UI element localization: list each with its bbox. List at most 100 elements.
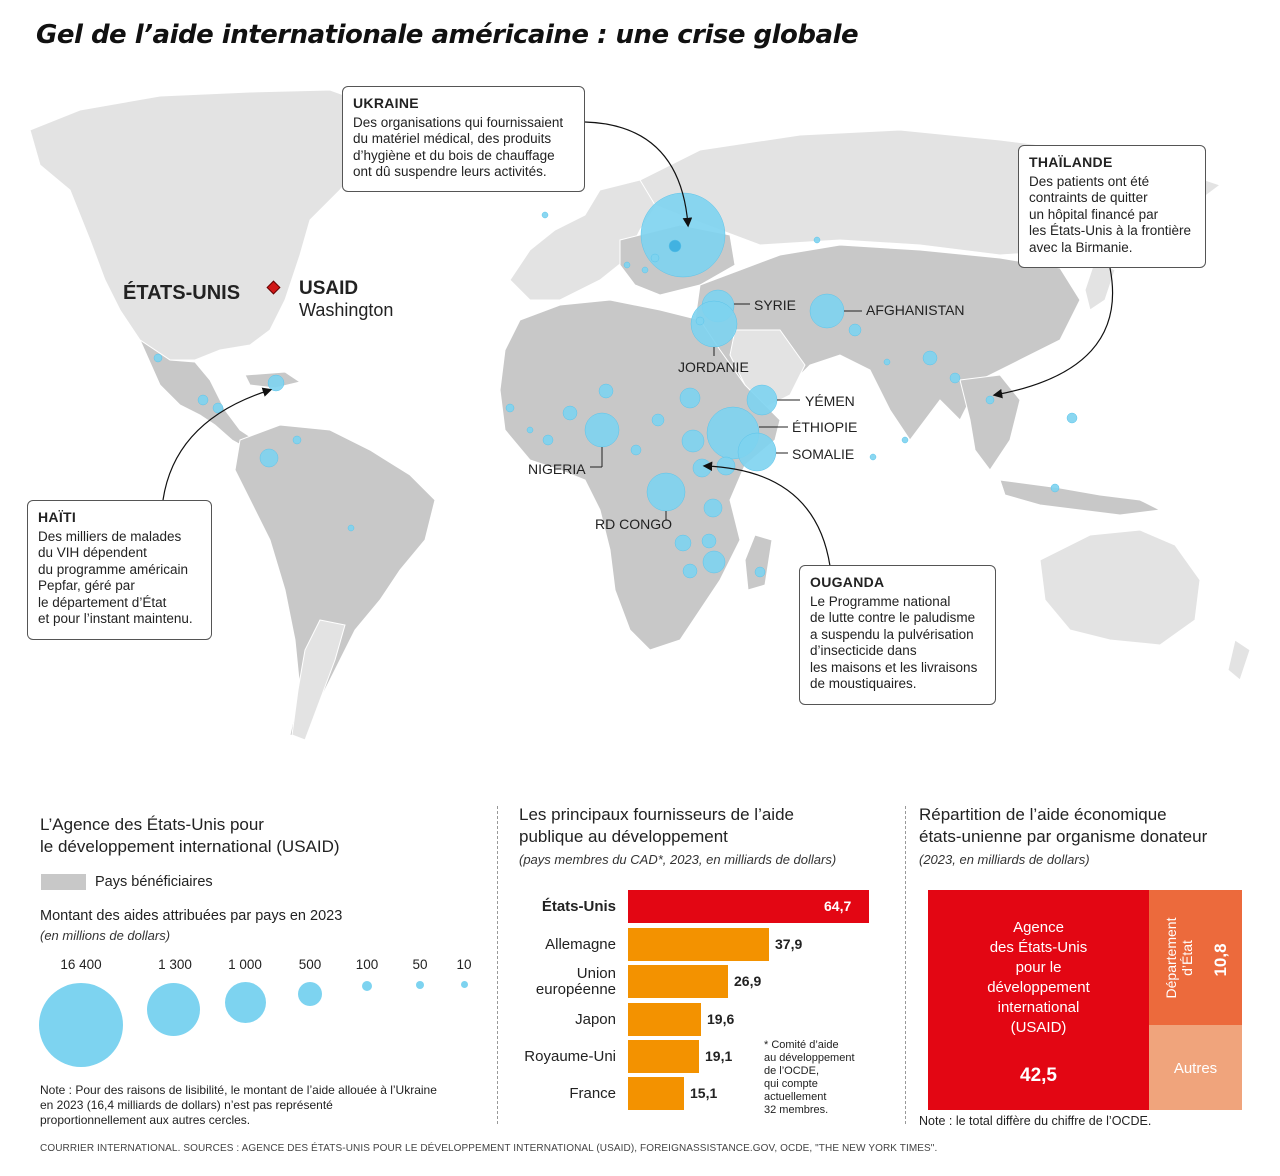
country-labels: ÉTATS-UNIS USAID Washington SYRIE AFGHAN… bbox=[123, 278, 965, 532]
bubble-niger bbox=[598, 383, 614, 399]
bubble-small-9 bbox=[630, 444, 642, 456]
amount-title: Montant des aides attribuées par pays en… bbox=[40, 908, 343, 924]
label-afghanistan: AFGHANISTAN bbox=[866, 302, 965, 318]
bar-value-label: 19,6 bbox=[707, 1011, 735, 1027]
leader-lines bbox=[590, 303, 862, 520]
bubble-small-16 bbox=[813, 236, 821, 244]
bubble-legend-1300 bbox=[147, 983, 200, 1036]
arrow-haiti bbox=[162, 387, 273, 501]
bar-label: Allemagne bbox=[545, 935, 616, 953]
bar bbox=[628, 1040, 699, 1073]
bubble-small-2 bbox=[641, 266, 649, 274]
source-line: COURRIER INTERNATIONAL. SOURCES : AGENCE… bbox=[40, 1143, 938, 1154]
bar-value-label: 19,1 bbox=[705, 1048, 733, 1064]
callout-thailande-text: Des patients ont été contraints de quitt… bbox=[1029, 173, 1192, 255]
bar bbox=[628, 1077, 684, 1110]
bubble-legend-500 bbox=[298, 982, 322, 1006]
bubble-gaza bbox=[695, 316, 705, 326]
callout-arrows bbox=[162, 121, 1114, 567]
bubble-legend-label-1: 1 300 bbox=[158, 957, 192, 972]
bubble-legend-16400 bbox=[39, 983, 123, 1067]
treemap-state-value: 10,8 bbox=[1211, 943, 1230, 977]
bubble-honduras bbox=[212, 402, 224, 414]
callout-ukraine-title: UKRAINE bbox=[353, 95, 419, 111]
bubble-small-10 bbox=[754, 566, 766, 578]
bubble-soudan-2 bbox=[651, 413, 665, 427]
bubble-venezuela bbox=[292, 435, 302, 445]
bar-value-label: 26,9 bbox=[734, 973, 762, 989]
callout-ouganda-text: Le Programme national de lutte contre le… bbox=[810, 593, 978, 692]
bubble-rdcongo bbox=[646, 472, 686, 512]
bubble-ukraine bbox=[640, 192, 726, 278]
bubble-small-11 bbox=[883, 358, 891, 366]
treemap-autres-label: Autres bbox=[1173, 1060, 1218, 1077]
bubble-small-14 bbox=[869, 453, 877, 461]
bar-label: Royaume-Uni bbox=[524, 1047, 616, 1065]
bubble-small-4 bbox=[985, 395, 995, 405]
australia-land bbox=[1039, 529, 1201, 646]
north-america-land bbox=[29, 89, 411, 361]
label-usaid: USAID bbox=[299, 278, 358, 299]
southern-cone-land bbox=[291, 619, 346, 741]
southeast-asia-land bbox=[959, 374, 1021, 471]
bar bbox=[628, 1003, 701, 1036]
bubble-haiti bbox=[267, 374, 285, 392]
bubble-burkina bbox=[542, 434, 554, 446]
callout-haiti-text: Des milliers de malades du VIH dépendent… bbox=[38, 528, 193, 627]
bubble-pakistan bbox=[848, 323, 862, 337]
label-rdcongo: RD CONGO bbox=[595, 516, 672, 532]
left-panel-title: L’Agence des États-Unis pour le développ… bbox=[40, 815, 340, 856]
arrow-ouganda bbox=[702, 461, 831, 567]
arrow-ukraine bbox=[584, 121, 693, 228]
bubble-small-8 bbox=[526, 426, 534, 434]
divider-1 bbox=[497, 806, 498, 1124]
treemap-usaid-label: Agence des États-Unis pour le développem… bbox=[987, 919, 1090, 1036]
bubble-philippines bbox=[1066, 412, 1078, 424]
callout-thailande-title: THAÏLANDE bbox=[1029, 154, 1113, 170]
callout-ouganda-title: OUGANDA bbox=[810, 574, 885, 590]
bubble-kenya bbox=[716, 456, 736, 476]
bubble-small-3 bbox=[623, 261, 631, 269]
new-zealand-land bbox=[1227, 639, 1251, 681]
madagascar-land bbox=[744, 534, 773, 591]
south-america-land bbox=[234, 424, 436, 741]
label-usa: ÉTATS-UNIS bbox=[123, 281, 240, 304]
bubble-bangladesh bbox=[922, 350, 938, 366]
bubble-zambie bbox=[674, 534, 692, 552]
label-jordanie: JORDANIE bbox=[678, 359, 749, 375]
bubble-legend-1000 bbox=[225, 982, 266, 1023]
middle-panel-footnote: * Comité d’aide au développement de l’OC… bbox=[764, 1039, 855, 1116]
callout-haiti: HAÏTI Des milliers de malades du VIH dép… bbox=[27, 500, 212, 640]
bubble-soudan-sud bbox=[681, 429, 705, 453]
callout-ukraine-text: Des organisations qui fournissaient du m… bbox=[353, 114, 564, 180]
bubble-legend-label-5: 50 bbox=[412, 957, 428, 972]
bubble-small-13 bbox=[347, 524, 355, 532]
left-panel-note: Note : Pour des raisons de lisibilité, l… bbox=[40, 1083, 437, 1127]
callout-ukraine: UKRAINE Des organisations qui fournissai… bbox=[342, 86, 585, 192]
treemap-usaid: Agence des États-Unis pour le développem… bbox=[928, 890, 1149, 1110]
usaid-marker bbox=[266, 280, 281, 295]
bubble-legend-label-6: 10 bbox=[456, 957, 472, 972]
right-panel-note: Note : le total diffère du chiffre de l’… bbox=[919, 1114, 1152, 1128]
bar-value-label: 15,1 bbox=[690, 1085, 718, 1101]
bubble-legend-label-3: 500 bbox=[298, 957, 322, 972]
bar bbox=[628, 890, 869, 923]
bubble-ukraine-inner bbox=[668, 239, 682, 253]
japan-land bbox=[1084, 259, 1116, 311]
callout-thailande: THAÏLANDE Des patients ont été contraint… bbox=[1018, 145, 1206, 268]
bar-label: Japon bbox=[575, 1010, 616, 1028]
treemap-state-label: Département d’État bbox=[1163, 917, 1195, 999]
bar bbox=[628, 928, 769, 961]
bubble-small-5 bbox=[1050, 483, 1060, 493]
arrow-thailande bbox=[992, 267, 1114, 399]
label-ethiopie: ÉTHIOPIE bbox=[792, 419, 857, 435]
bar-value-label: 37,9 bbox=[775, 936, 803, 952]
bar-label: Union européenne bbox=[535, 964, 616, 998]
bubble-legend-label-2: 1 000 bbox=[228, 957, 262, 972]
bubble-legend-label-0: 16 400 bbox=[60, 957, 102, 972]
beneficiary-label: Pays bénéficiaires bbox=[95, 874, 213, 890]
bubble-mali bbox=[562, 405, 578, 421]
label-somalie: SOMALIE bbox=[792, 446, 854, 462]
bubble-small-15 bbox=[541, 211, 549, 219]
treemap-usaid-value: 42,5 bbox=[1020, 1065, 1057, 1086]
